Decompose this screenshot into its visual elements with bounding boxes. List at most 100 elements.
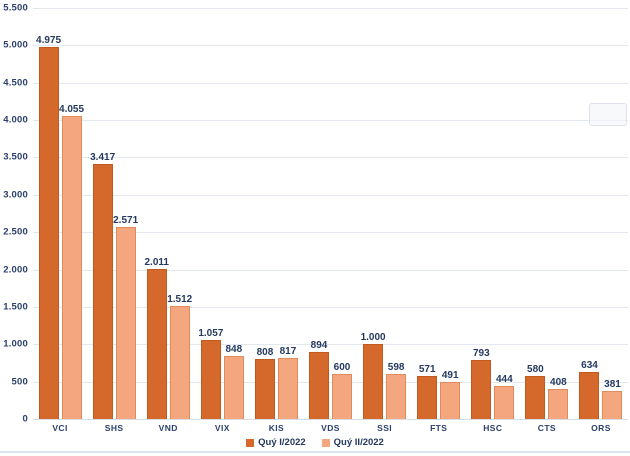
bar-series-1 bbox=[38, 47, 59, 419]
bar-column: 894 bbox=[309, 8, 330, 419]
data-label: 3.417 bbox=[90, 151, 116, 163]
gridline bbox=[33, 45, 628, 47]
data-label: 848 bbox=[225, 343, 243, 355]
bar-group-ssi: 1.000 598 bbox=[358, 8, 412, 419]
x-tick-label: CTS bbox=[537, 423, 556, 433]
bar-group-vci: 4.975 4.055 bbox=[33, 8, 87, 419]
watermark-box bbox=[589, 103, 627, 126]
bar-series-1 bbox=[579, 371, 600, 419]
bar-group-vds: 894 600 bbox=[303, 8, 357, 419]
bar-series-2 bbox=[115, 226, 136, 419]
bar-column: 2.011 bbox=[145, 8, 169, 419]
bar-group-vix: 1.057 848 bbox=[195, 8, 249, 419]
data-label: 1.057 bbox=[198, 328, 224, 340]
bar-column: 580 bbox=[525, 8, 546, 419]
y-tick-label: 1.500 bbox=[3, 301, 28, 313]
bar-series-1 bbox=[254, 358, 275, 419]
bar-series-2 bbox=[277, 357, 298, 419]
data-label: 598 bbox=[387, 362, 405, 374]
y-axis: 0 500 1.000 1.500 2.000 2.500 3.000 3.500 4.000 4… bbox=[0, 3, 29, 425]
bar-series-2 bbox=[494, 385, 515, 419]
bar-series-1 bbox=[363, 344, 384, 419]
x-tick-label: FTS bbox=[430, 423, 448, 433]
bar-group-shs: 3.417 2.571 bbox=[87, 8, 141, 419]
gridline bbox=[33, 82, 628, 84]
bar-column: 1.512 bbox=[167, 8, 193, 419]
y-tick-label: 0 bbox=[22, 413, 28, 425]
bar-column: 817 bbox=[277, 8, 298, 419]
gridline bbox=[33, 194, 628, 196]
bar-column: 600 bbox=[332, 8, 353, 419]
y-tick-label: 3.000 bbox=[3, 189, 28, 201]
x-tick-label: VCI bbox=[52, 423, 68, 433]
data-label: 4.975 bbox=[36, 35, 62, 47]
bar-column: 598 bbox=[386, 8, 407, 419]
data-label: 571 bbox=[418, 364, 436, 376]
legend-swatch bbox=[321, 438, 330, 447]
bar-column: 4.055 bbox=[59, 8, 85, 419]
x-tick-label: SHS bbox=[104, 423, 124, 433]
gridline bbox=[33, 306, 628, 308]
bar-series-2 bbox=[386, 374, 407, 419]
bar-series-2 bbox=[602, 390, 623, 419]
x-tick-label: VIX bbox=[214, 423, 230, 433]
data-label: 793 bbox=[472, 347, 490, 359]
gridline bbox=[33, 157, 628, 159]
y-tick-label: 3.500 bbox=[3, 151, 28, 163]
y-tick-label: 1.000 bbox=[3, 338, 28, 350]
gridline bbox=[33, 120, 628, 122]
data-label: 4.055 bbox=[59, 103, 85, 115]
bar-series-2 bbox=[169, 306, 190, 419]
bar-column: 1.057 bbox=[198, 8, 224, 419]
bar-series-1 bbox=[525, 375, 546, 419]
bar-series-1 bbox=[471, 359, 492, 419]
legend: Quý I/2022 Quý II/2022 bbox=[0, 437, 630, 448]
legend-item: Quý I/2022 bbox=[246, 437, 306, 448]
legend-swatch bbox=[246, 438, 255, 447]
bar-column: 848 bbox=[223, 8, 244, 419]
gridline bbox=[33, 232, 628, 234]
data-label: 634 bbox=[581, 359, 598, 371]
legend-label: Quý II/2022 bbox=[333, 437, 384, 448]
bar-group-ors: 634 381 bbox=[574, 8, 628, 419]
bar-column: 634 bbox=[579, 8, 600, 419]
bar-series-1 bbox=[417, 376, 438, 419]
y-tick-label: 4.500 bbox=[3, 77, 28, 89]
data-label: 817 bbox=[279, 345, 297, 357]
x-tick-label: VND bbox=[158, 423, 178, 433]
bar-groups: 4.975 4.055 3.417 2.571 2.011 1.512 1.057 848 80… bbox=[33, 8, 628, 419]
bar-group-vnd: 2.011 1.512 bbox=[141, 8, 195, 419]
bar-group-kis: 808 817 bbox=[249, 8, 303, 419]
data-label: 808 bbox=[256, 346, 274, 358]
x-tick-label: KIS bbox=[268, 423, 285, 433]
y-tick-label: 500 bbox=[11, 376, 28, 388]
x-axis-line bbox=[33, 419, 628, 420]
x-tick-label: HSC bbox=[483, 423, 503, 433]
bar-column: 3.417 bbox=[90, 8, 116, 419]
bar-series-1 bbox=[92, 163, 113, 419]
x-tick-label: VDS bbox=[321, 423, 340, 433]
bar-series-2 bbox=[223, 355, 244, 419]
data-label: 600 bbox=[333, 362, 351, 374]
bar-series-2 bbox=[61, 115, 82, 419]
bar-column: 444 bbox=[494, 8, 515, 419]
bar-group-fts: 571 491 bbox=[412, 8, 466, 419]
gridline bbox=[33, 344, 628, 346]
bar-column: 1.000 bbox=[360, 8, 386, 419]
data-label: 491 bbox=[441, 370, 459, 382]
bar-column: 808 bbox=[254, 8, 275, 419]
y-tick-label: 5.000 bbox=[3, 39, 28, 51]
data-label: 408 bbox=[550, 376, 567, 388]
x-tick-label: ORS bbox=[591, 423, 611, 433]
data-label: 580 bbox=[527, 363, 544, 375]
data-label: 2.571 bbox=[113, 214, 139, 226]
bar-series-2 bbox=[332, 374, 353, 419]
x-tick-label: SSI bbox=[377, 423, 393, 433]
plot-area: 4.975 4.055 3.417 2.571 2.011 1.512 1.057 848 80… bbox=[33, 8, 628, 420]
gridline bbox=[33, 8, 628, 9]
bar-column: 381 bbox=[602, 8, 623, 419]
data-label: 1.000 bbox=[360, 332, 386, 344]
data-label: 894 bbox=[310, 340, 328, 352]
data-label: 1.512 bbox=[167, 294, 193, 306]
